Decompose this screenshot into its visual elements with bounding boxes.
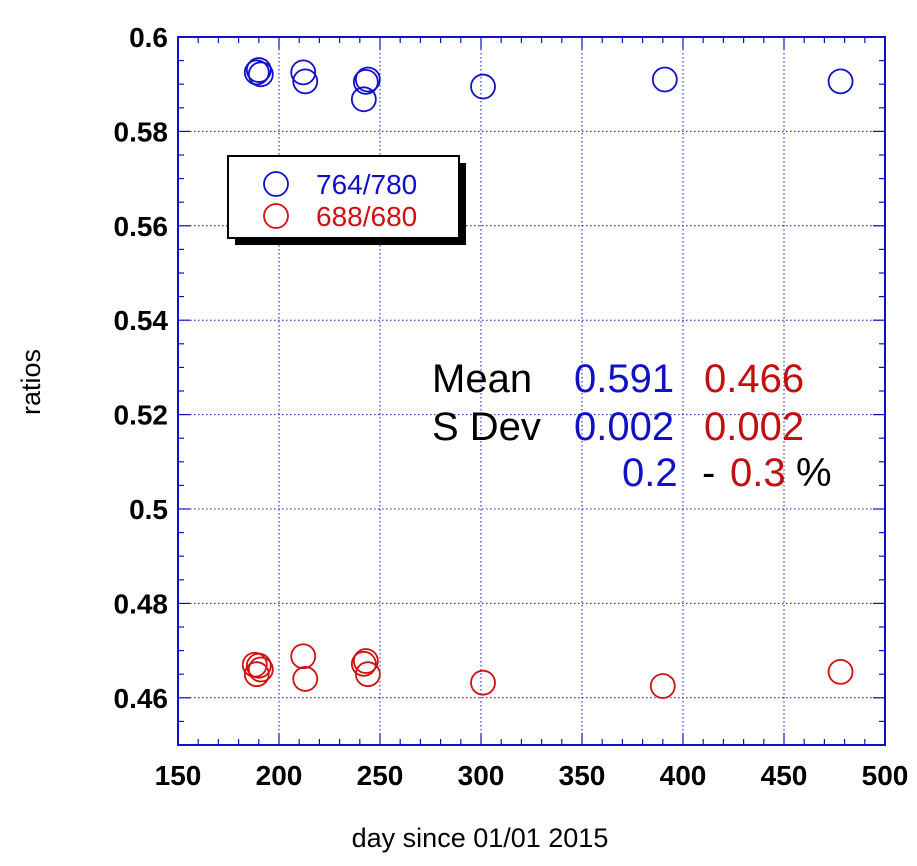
tick-labels: 150 200 250 300 350 400 450 500 0.46 0.48 0.5 0.52 0…: [114, 22, 909, 791]
y-tick-label: 0.5: [129, 494, 168, 525]
y-tick-label: 0.54: [114, 305, 169, 336]
data-point-764-780: [470, 73, 496, 100]
percent-value-764-780: 0.2: [622, 451, 678, 495]
x-axis-label: day since 01/01 2015: [352, 823, 609, 853]
data-point-688-680: [354, 661, 381, 688]
mean-value-764-780: 0.591: [574, 357, 674, 401]
y-tick-label: 0.56: [114, 211, 169, 242]
mean-value-688-680: 0.466: [704, 357, 804, 401]
percent-separator: -: [702, 451, 715, 495]
legend-marker-764-780: [263, 171, 289, 197]
x-tick-label: 400: [660, 760, 707, 791]
statistics-annotation: Mean 0.591 0.466 S Dev 0.002 0.002 0.2 -…: [432, 357, 832, 495]
y-tick-label: 0.52: [114, 400, 169, 431]
x-tick-label: 300: [458, 760, 505, 791]
data-point-688-680: [290, 643, 317, 670]
data-point-764-780: [243, 59, 270, 86]
y-tick-label: 0.6: [129, 22, 168, 53]
data-point-764-780: [290, 59, 317, 86]
data-point-688-680: [350, 650, 377, 677]
data-point-764-780: [292, 68, 319, 95]
data-point-688-680: [245, 652, 272, 679]
sdev-label: S Dev: [432, 405, 541, 449]
y-tick-label: 0.58: [114, 116, 169, 147]
x-tick-label: 250: [357, 760, 404, 791]
y-axis-label: ratios: [16, 349, 46, 415]
data-point-764-780: [350, 86, 377, 113]
data-point-764-780: [245, 57, 272, 83]
data-point-688-680: [243, 661, 270, 688]
x-tick-label: 350: [559, 760, 606, 791]
x-tick-label: 200: [256, 760, 303, 791]
legend: 764/780 688/680: [227, 155, 466, 245]
data-point-688-680: [352, 648, 379, 674]
data-point-688-680: [470, 669, 496, 696]
y-tick-label: 0.46: [114, 683, 169, 714]
sdev-value-764-780: 0.002: [574, 405, 674, 449]
data-point-764-780: [827, 68, 854, 95]
data-point-764-780: [247, 61, 274, 88]
legend-label-688-680: 688/680: [316, 201, 417, 232]
x-tick-label: 150: [155, 760, 202, 791]
data-point-688-680: [827, 658, 854, 685]
data-point-688-680: [247, 656, 274, 683]
percent-unit: %: [796, 451, 832, 495]
data-point-688-680: [649, 673, 676, 699]
data-point-764-780: [354, 66, 381, 93]
legend-marker-688-680: [263, 203, 289, 229]
grid: [178, 37, 885, 745]
legend-label-764-780: 764/780: [316, 169, 417, 200]
percent-value-688-680: 0.3: [730, 451, 786, 495]
axis-ticks: [177, 36, 886, 746]
y-tick-label: 0.48: [114, 588, 169, 619]
data-point-764-780: [651, 66, 678, 93]
sdev-value-688-680: 0.002: [704, 405, 804, 449]
x-tick-label: 500: [862, 760, 909, 791]
data-points: [241, 57, 854, 699]
mean-label: Mean: [432, 357, 532, 401]
data-point-764-780: [352, 68, 379, 95]
x-tick-label: 450: [761, 760, 808, 791]
data-point-688-680: [292, 666, 319, 692]
